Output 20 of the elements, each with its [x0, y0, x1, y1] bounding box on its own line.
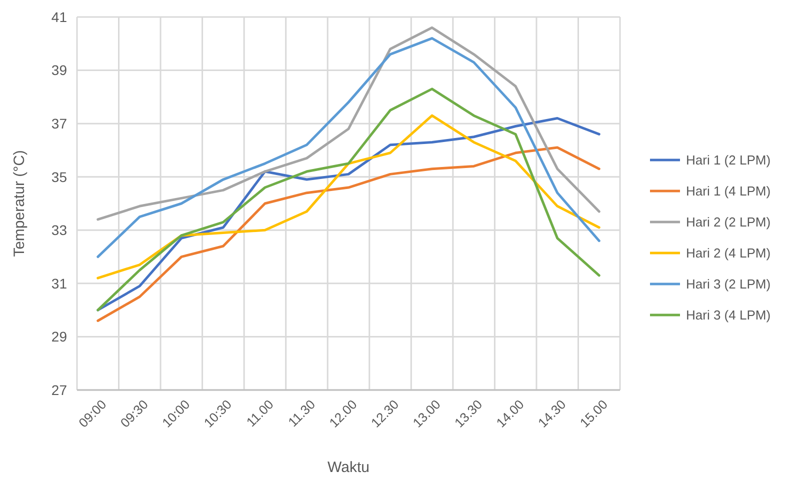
- x-axis-title: Waktu: [328, 459, 370, 476]
- y-tick-label: 41: [51, 8, 68, 25]
- line-series: [96, 26, 600, 221]
- y-tick-label: 39: [51, 62, 68, 78]
- legend-label: Hari 2 (4 LPM): [686, 246, 771, 261]
- legend-label: Hari 1 (2 LPM): [686, 152, 771, 168]
- y-tick-label: 29: [51, 328, 68, 345]
- y-tick-label: 31: [51, 275, 68, 292]
- line-series: [96, 114, 600, 280]
- y-axis-title: Temperatur (°C): [11, 150, 28, 257]
- legend-label: Hari 2 (2 LPM): [686, 214, 771, 230]
- line-series: [96, 146, 600, 322]
- line-series: [96, 37, 600, 258]
- legend-label: Hari 3 (4 LPM): [686, 308, 771, 323]
- y-tick-label: 27: [51, 382, 68, 398]
- legend-label: Hari 1 (4 LPM): [686, 184, 771, 199]
- y-tick-label: 33: [51, 222, 68, 238]
- y-tick-label: 37: [51, 115, 68, 132]
- legend-label: Hari 3 (2 LPM): [686, 276, 771, 292]
- y-tick-label: 35: [51, 168, 68, 185]
